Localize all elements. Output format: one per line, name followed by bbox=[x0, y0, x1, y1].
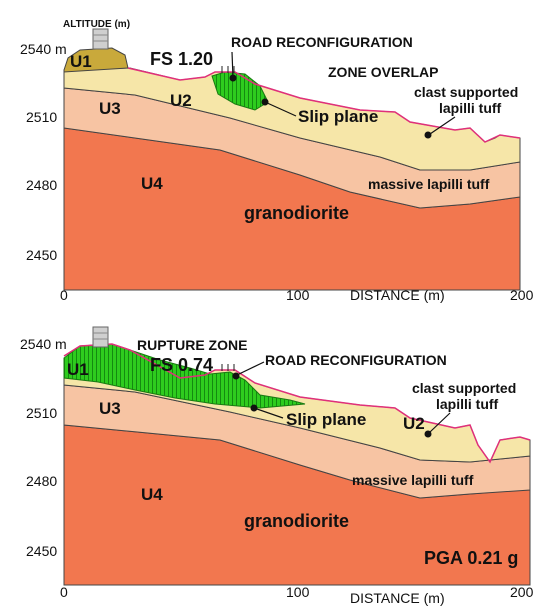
massive-lapilli-tuff-label: massive lapilli tuff bbox=[368, 176, 490, 192]
unit-u4-label: U4 bbox=[141, 174, 163, 193]
pga-label: PGA 0.21 g bbox=[424, 548, 518, 568]
x-tick-200: 200 bbox=[510, 584, 534, 600]
x-tick-0: 0 bbox=[60, 287, 68, 303]
rupture-zone-label: RUPTURE ZONE bbox=[137, 337, 247, 353]
x-axis-label: DISTANCE (m) bbox=[350, 590, 445, 606]
ground-surface-line bbox=[127, 67, 521, 143]
tower-icon bbox=[92, 326, 109, 348]
slip-plane-label: Slip plane bbox=[286, 410, 366, 429]
slip-plane-label: Slip plane bbox=[298, 107, 378, 126]
top-panel: 2540 m 2510 2480 2450 0 100 200 DISTANCE… bbox=[20, 19, 534, 303]
road-reconfiguration-label: ROAD RECONFIGURATION bbox=[265, 352, 447, 368]
x-tick-0: 0 bbox=[60, 584, 68, 600]
clast-label-line2: lapilli tuff bbox=[436, 396, 499, 412]
y-tick-2540: 2540 m bbox=[20, 336, 67, 352]
unit-u2-label: U2 bbox=[403, 414, 425, 433]
unit-u4-label: U4 bbox=[141, 485, 163, 504]
x-tick-100: 100 bbox=[286, 287, 310, 303]
fs-label: FS 1.20 bbox=[150, 49, 213, 69]
y-tick-2540: 2540 m bbox=[20, 41, 67, 57]
road-marks bbox=[221, 66, 235, 73]
road-reconfiguration-label: ROAD RECONFIGURATION bbox=[231, 34, 413, 50]
u1-layer bbox=[63, 47, 129, 73]
x-axis-label: DISTANCE (m) bbox=[350, 287, 445, 303]
y-tick-2510: 2510 bbox=[26, 405, 57, 421]
x-tick-100: 100 bbox=[286, 584, 310, 600]
y-tick-2450: 2450 bbox=[26, 543, 57, 559]
unit-u1-label: U1 bbox=[70, 52, 92, 71]
y-tick-2510: 2510 bbox=[26, 109, 57, 125]
unit-u1-label: U1 bbox=[67, 360, 89, 379]
altitude-label: ALTITUDE (m) bbox=[63, 19, 130, 30]
unit-u2-label: U2 bbox=[170, 91, 192, 110]
clast-label-line2: lapilli tuff bbox=[439, 100, 502, 116]
zone-overlap-label: ZONE OVERLAP bbox=[328, 64, 438, 80]
fs-label: FS 0.74 bbox=[150, 355, 213, 375]
massive-lapilli-tuff-label: massive lapilli tuff bbox=[352, 472, 474, 488]
granodiorite-label: granodiorite bbox=[244, 203, 349, 223]
road-marks bbox=[221, 364, 235, 371]
bottom-panel: 2540 m 2510 2480 2450 0 100 200 DISTANCE… bbox=[20, 326, 534, 606]
x-tick-200: 200 bbox=[510, 287, 534, 303]
unit-u3-label: U3 bbox=[99, 99, 121, 118]
y-tick-2480: 2480 bbox=[26, 473, 57, 489]
tower-icon bbox=[92, 28, 109, 50]
clast-label-line1: clast supported bbox=[412, 380, 516, 396]
y-tick-2450: 2450 bbox=[26, 247, 57, 263]
unit-u3-label: U3 bbox=[99, 399, 121, 418]
clast-label-line1: clast supported bbox=[414, 84, 518, 100]
ground-surface-line bbox=[63, 343, 531, 464]
y-tick-2480: 2480 bbox=[26, 177, 57, 193]
granodiorite-label: granodiorite bbox=[244, 511, 349, 531]
